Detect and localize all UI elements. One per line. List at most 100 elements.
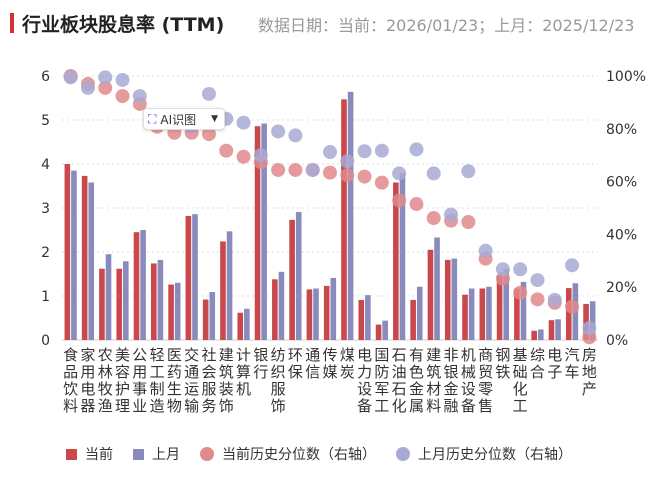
dot-last-percentile	[80, 80, 95, 95]
legend-current-pct[interactable]: 当前历史分位数（右轴）	[200, 444, 376, 464]
y-left-tick-label: 4	[41, 157, 50, 173]
x-tick-label-char: 油	[392, 363, 407, 381]
x-tick-label-char: 设	[357, 380, 372, 398]
x-tick-label-char: 铁	[495, 363, 510, 381]
dot-last-percentile	[478, 243, 493, 258]
x-tick-label-char: 电	[547, 346, 562, 364]
x-tick-label-char: 交	[184, 346, 199, 364]
bar-current	[185, 215, 192, 340]
dot-last-percentile	[236, 115, 251, 130]
x-tick-label-char: 煤	[340, 346, 355, 364]
dot-current-percentile	[98, 80, 113, 95]
y-left-tick-label: 0	[41, 333, 50, 349]
dot-last-percentile	[409, 142, 424, 157]
bar-current	[323, 285, 330, 340]
x-tick-label-char: 炭	[340, 363, 355, 381]
bar-last	[157, 259, 164, 340]
chevron-down-icon[interactable]: ▼	[211, 114, 218, 124]
bar-last	[365, 295, 371, 340]
ai-recognize-button[interactable]: ⛶ AI识图 ▼	[143, 108, 225, 130]
dot-current-percentile	[288, 162, 303, 177]
bar-current	[565, 288, 572, 340]
x-tick-label-char: 美	[115, 346, 130, 364]
dot-current-percentile	[426, 211, 441, 226]
x-tick-label-char: 石	[392, 380, 407, 398]
x-tick-label-char: 装	[219, 380, 234, 398]
x-tick-label-char: 非	[444, 346, 459, 364]
x-tick-label-char: 物	[167, 397, 182, 415]
dot-current-percentile	[530, 292, 545, 307]
y-right-tick-label: 40%	[606, 227, 637, 243]
x-tick-label-char: 务	[201, 397, 216, 415]
dot-current-percentile	[392, 193, 407, 208]
dot-last-percentile	[201, 86, 216, 101]
x-tick-label-char: 业	[132, 397, 147, 415]
x-tick-label-char: 建	[219, 346, 234, 364]
x-tick-label-char: 纺	[271, 346, 286, 364]
dot-last-percentile	[132, 89, 147, 104]
x-tick-label-char: 基	[513, 346, 528, 364]
bar-current	[202, 299, 209, 340]
legend-swatch	[66, 448, 77, 460]
dot-current-percentile	[236, 149, 251, 164]
x-tick-label-char: 银	[444, 363, 459, 381]
bar-current	[496, 275, 503, 340]
bar-last	[123, 261, 129, 340]
x-tick-label-char: 料	[63, 397, 78, 415]
bar-last	[416, 286, 423, 340]
legend-label: 上月历史分位数（右轴）	[418, 447, 572, 463]
dot-current-percentile	[201, 127, 216, 142]
dot-last-percentile	[340, 154, 355, 169]
bar-current	[427, 249, 434, 340]
x-tick-label-char: 食	[63, 346, 78, 364]
x-tick-label-char: 牧	[98, 380, 113, 398]
bar-current	[375, 324, 382, 340]
x-tick-label-char: 信	[305, 363, 320, 381]
x-tick-label-char: 金	[444, 380, 459, 398]
bar-current	[393, 182, 399, 340]
legend-last-pct[interactable]: 上月历史分位数（右轴）	[396, 444, 572, 464]
legend: 当前 上月 当前历史分位数（右轴） 上月历史分位数（右轴）	[66, 444, 592, 464]
dot-last-percentile	[288, 128, 303, 143]
bar-current	[220, 241, 226, 340]
x-tick-label-char: 饰	[219, 397, 234, 415]
x-tick-label-char: 地	[582, 363, 597, 381]
x-tick-label-char: 通	[184, 363, 199, 381]
bar-current	[514, 288, 520, 340]
dot-last-percentile	[565, 258, 580, 273]
bar-last	[278, 271, 285, 340]
legend-last[interactable]: 上月	[133, 444, 180, 464]
bar-current	[254, 126, 261, 340]
y-left-tick-label: 6	[41, 69, 50, 85]
bar-last	[503, 268, 510, 340]
bar-last	[226, 231, 233, 340]
x-tick-label-char: 电	[357, 346, 372, 364]
x-tick-label-char: 工	[513, 397, 528, 415]
bar-last	[192, 214, 198, 340]
bar-current	[306, 289, 313, 340]
legend-current[interactable]: 当前	[66, 444, 113, 464]
x-tick-label-char: 农	[98, 346, 113, 364]
dot-current-percentile	[357, 169, 372, 184]
x-tick-label-char: 产	[582, 380, 597, 398]
bar-last	[330, 277, 337, 340]
x-tick-label-char: 轻	[150, 346, 165, 364]
x-tick-label-char: 工	[150, 363, 165, 381]
bar-last	[105, 254, 112, 340]
bar-last	[244, 308, 250, 340]
x-tick-label-char: 用	[80, 363, 95, 381]
bar-last	[174, 282, 181, 340]
x-tick-label-char: 筑	[426, 363, 441, 381]
x-tick-label-char: 公	[132, 346, 147, 364]
y-right-tick-label: 0%	[606, 333, 628, 349]
x-tick-label-char: 饰	[271, 397, 286, 415]
y-right-tick-label: 100%	[606, 69, 646, 85]
dot-current-percentile	[115, 89, 130, 104]
x-tick-label-char: 会	[201, 363, 216, 381]
dot-last-percentile	[115, 72, 130, 87]
bar-last	[451, 258, 458, 340]
dot-last-percentile	[530, 273, 545, 288]
y-left-tick-label: 3	[41, 201, 50, 217]
bar-current	[289, 219, 295, 340]
